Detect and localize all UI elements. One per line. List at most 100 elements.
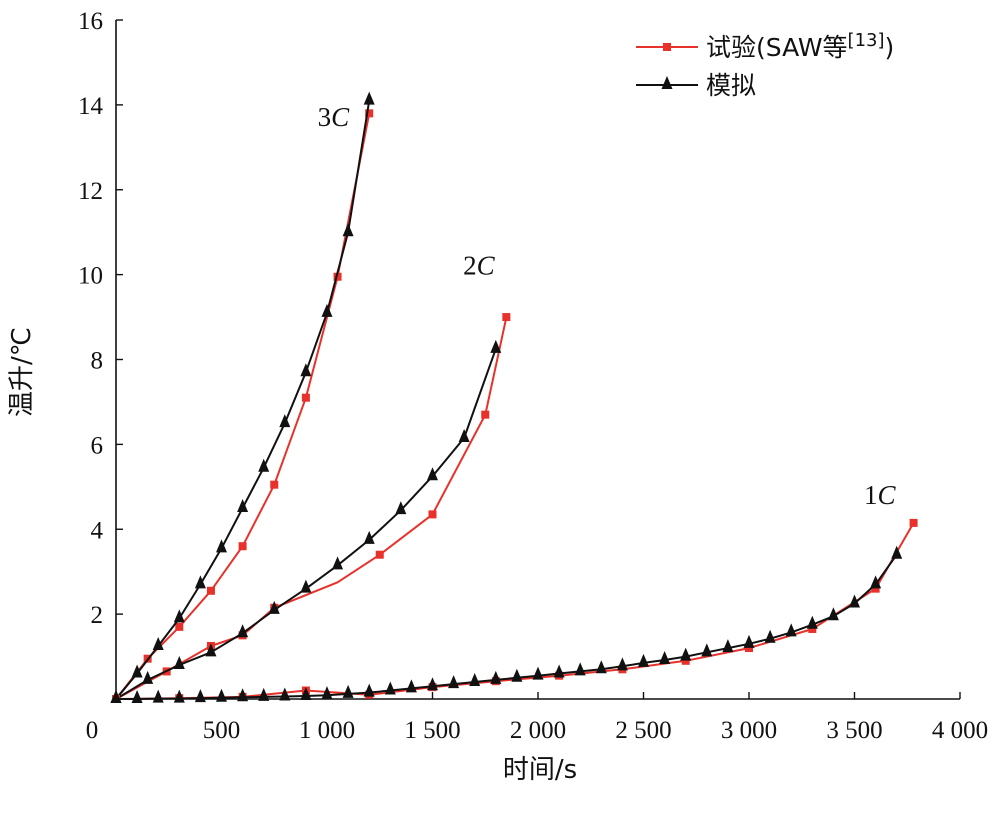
data-point-triangle: [131, 664, 143, 678]
y-tick-label: 6: [91, 432, 104, 459]
y-tick-label: 2: [91, 602, 104, 629]
data-point-triangle: [616, 657, 628, 671]
data-point-square: [175, 622, 184, 631]
legend-label-experiment: 试验(SAW等[13]): [706, 30, 894, 62]
data-point-square: [745, 644, 753, 653]
data-point-triangle: [363, 91, 375, 105]
data-point-triangle: [743, 634, 755, 648]
series-line: [115, 100, 371, 700]
x-tick-label: 1 000: [299, 717, 355, 744]
data-point-triangle: [384, 681, 396, 695]
data-point-triangle: [237, 688, 249, 702]
y-tick-label: 8: [91, 348, 104, 375]
x-tick-label: 1 500: [404, 717, 460, 744]
data-point-triangle: [268, 600, 280, 614]
data-point-triangle: [205, 643, 217, 657]
data-point-triangle: [490, 670, 502, 684]
series-line: [116, 554, 898, 700]
data-point-triangle: [891, 545, 903, 559]
data-point-triangle: [152, 689, 164, 703]
data-point-triangle: [532, 666, 544, 680]
data-point-square: [301, 393, 310, 402]
x-tick-label: 2 500: [615, 717, 671, 744]
data-point-triangle: [490, 339, 502, 353]
data-point-triangle: [321, 303, 333, 317]
series-simulation-2C: [110, 339, 502, 703]
series-simulation-3C: [110, 91, 375, 703]
data-point-triangle: [216, 688, 227, 702]
data-point-triangle: [237, 624, 249, 638]
data-point-square: [270, 480, 279, 489]
data-point-triangle: [194, 689, 206, 703]
curve-label: 1C: [864, 480, 897, 510]
data-point-triangle: [427, 677, 438, 691]
data-point-triangle: [363, 530, 375, 544]
x-axis-title: 时间/s: [503, 755, 577, 785]
data-point-triangle: [300, 363, 312, 377]
data-point-triangle: [237, 499, 249, 513]
data-point-triangle: [553, 664, 565, 678]
data-point-triangle: [659, 650, 671, 664]
data-point-triangle: [342, 684, 354, 698]
data-point-triangle: [173, 689, 185, 703]
data-point-triangle: [110, 690, 122, 703]
y-tick-label: 4: [91, 517, 104, 544]
data-point-square: [428, 510, 437, 519]
data-point-square: [681, 656, 690, 665]
data-point-triangle: [638, 653, 649, 667]
data-point-triangle: [827, 607, 839, 621]
data-point-triangle: [395, 501, 407, 515]
series-layer: [110, 91, 918, 703]
series-experiment-3C: [112, 109, 374, 703]
data-point-triangle: [258, 687, 270, 701]
curve-label: 3C: [318, 102, 351, 132]
data-point-triangle: [448, 675, 460, 689]
data-point-square: [333, 272, 342, 281]
data-point-triangle: [574, 662, 586, 676]
data-point-square: [375, 550, 384, 559]
data-point-square: [909, 518, 918, 527]
data-point-triangle: [806, 615, 818, 629]
data-point-triangle: [258, 458, 270, 472]
data-point-square: [481, 410, 490, 419]
data-point-triangle: [300, 579, 312, 593]
x-tick-label: 2 000: [510, 717, 566, 744]
data-point-triangle: [785, 623, 797, 637]
data-point-square: [808, 624, 817, 633]
y-tick-label: 16: [78, 8, 103, 35]
legend-label-simulation: 模拟: [706, 71, 756, 100]
y-tick-label: 12: [78, 178, 103, 205]
data-point-square: [663, 43, 671, 51]
curve-label: 2C: [463, 251, 496, 281]
series-line: [115, 316, 508, 700]
data-point-square: [871, 584, 880, 593]
data-point-triangle: [152, 636, 164, 650]
data-point-triangle: [764, 629, 776, 643]
y-tick-label: 14: [78, 93, 104, 120]
x-tick-label: 500: [203, 717, 241, 744]
data-point-triangle: [595, 660, 607, 674]
data-point-triangle: [279, 414, 291, 428]
legend-item-experiment: 试验(SAW等[13]): [636, 30, 894, 62]
data-point-square: [238, 542, 247, 551]
data-point-triangle: [680, 647, 692, 661]
data-point-triangle: [173, 609, 185, 623]
data-point-triangle: [131, 690, 143, 703]
data-point-square: [502, 313, 511, 322]
data-point-triangle: [661, 76, 673, 89]
x-tick-label: 3 000: [721, 717, 777, 744]
data-point-triangle: [722, 639, 734, 653]
data-point-square: [206, 586, 215, 595]
series-line: [115, 113, 371, 700]
data-point-triangle: [342, 223, 354, 237]
data-point-triangle: [300, 687, 312, 701]
legend-item-simulation: 模拟: [636, 71, 756, 100]
x-tick-label: 3 500: [826, 717, 882, 744]
data-point-triangle: [321, 686, 333, 700]
data-point-triangle: [173, 656, 185, 670]
series-line: [115, 522, 915, 700]
data-point-triangle: [849, 594, 860, 608]
data-point-triangle: [469, 673, 481, 687]
data-point-triangle: [142, 670, 154, 684]
